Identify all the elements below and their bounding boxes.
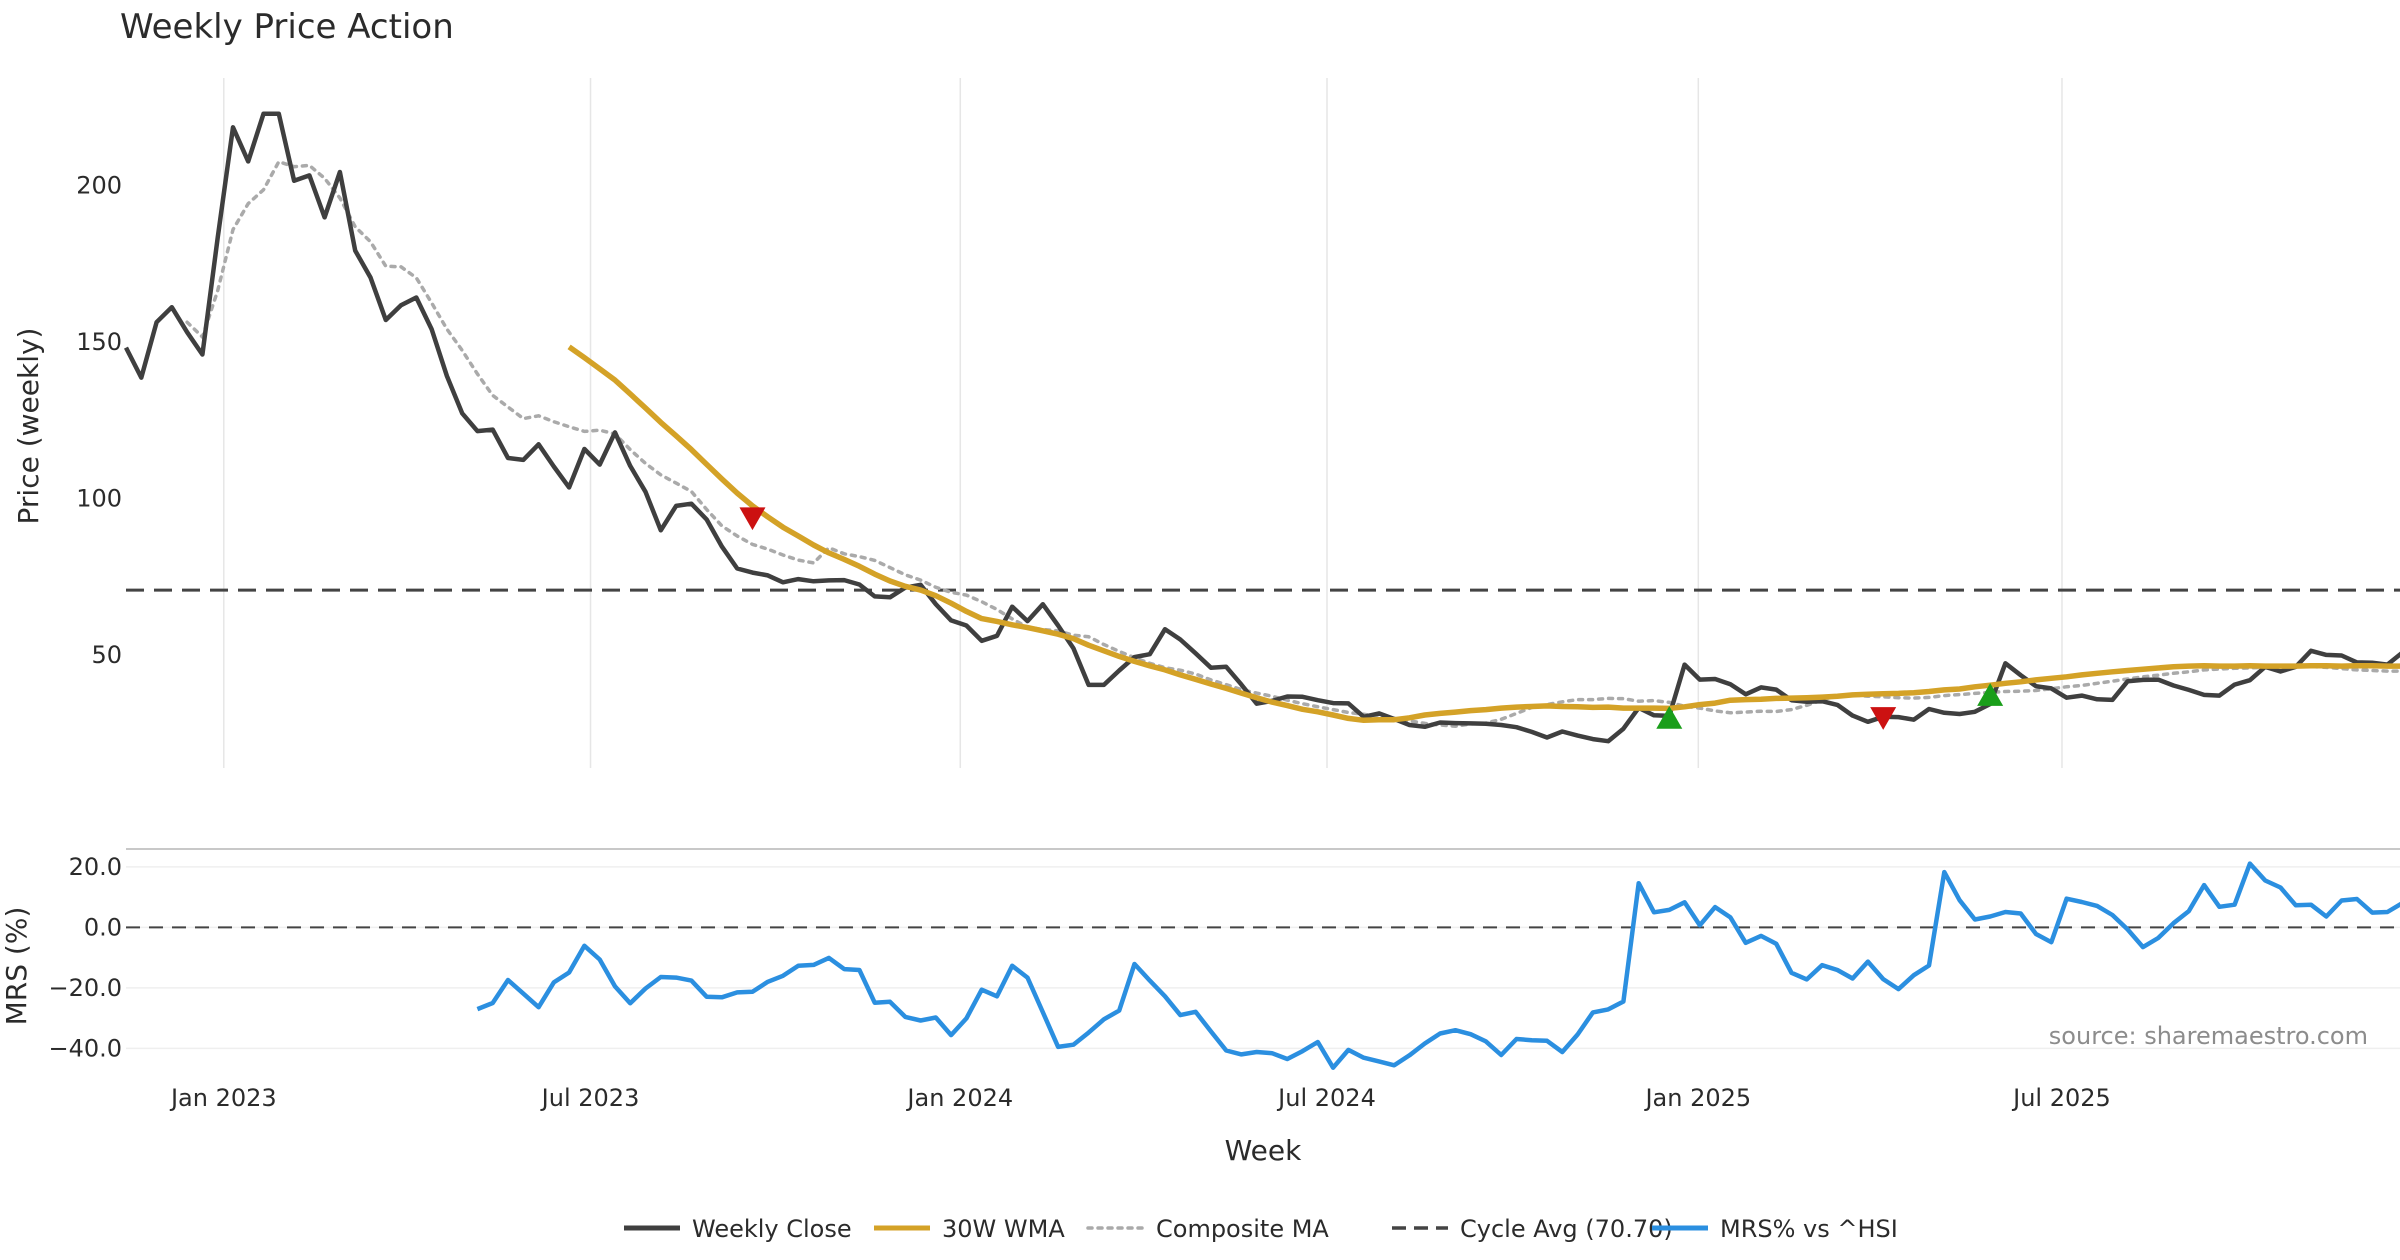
- mrs-line: [476, 861, 2400, 1070]
- buy-signal-marker: [1977, 683, 2004, 706]
- x-tick-label: Jul 2023: [540, 1084, 640, 1112]
- price-panel-grid: [223, 78, 2063, 768]
- weekly-close-line: [123, 111, 2400, 744]
- composite-ma-line: [185, 159, 2400, 728]
- x-tick-label: Jul 2025: [2011, 1084, 2111, 1112]
- legend-label: 30W WMA: [942, 1215, 1065, 1243]
- price-y-tick-label: 50: [91, 641, 122, 669]
- mrs-y-tick-label: 0.0: [84, 913, 122, 941]
- x-tick-label: Jan 2025: [1643, 1084, 1751, 1112]
- sell-signal-marker: [1870, 707, 1897, 730]
- legend-label: Composite MA: [1156, 1215, 1329, 1243]
- price-y-axis-label: Price (weekly): [12, 328, 45, 525]
- price-y-tick-label: 150: [76, 328, 122, 356]
- mrs-y-tick-label: −40.0: [48, 1034, 122, 1062]
- source-note: source: sharemaestro.com: [2049, 1022, 2368, 1050]
- legend-label: Cycle Avg (70.70): [1460, 1215, 1673, 1243]
- legend-label: MRS% vs ^HSI: [1720, 1215, 1898, 1243]
- wma-30w-line: [567, 344, 2400, 724]
- mrs-y-tick-label: −20.0: [48, 974, 122, 1002]
- x-tick-label: Jul 2024: [1276, 1084, 1376, 1112]
- x-tick-labels: Jan 2023 Jul 2023 Jan 2024 Jul 2024 Jan 2025…: [169, 1084, 2111, 1112]
- mrs-y-axis-label: MRS (%): [0, 907, 33, 1026]
- mrs-y-tick-label: 20.0: [69, 853, 122, 881]
- legend: Weekly Close 30W WMA Composite MA Cycle Avg…: [624, 1215, 1898, 1243]
- price-y-ticks: 50 100 150 200: [76, 171, 122, 668]
- buy-signal-marker: [1656, 706, 1683, 729]
- legend-label: Weekly Close: [692, 1215, 852, 1243]
- x-tick-label: Jan 2024: [905, 1084, 1013, 1112]
- x-tick-label: Jan 2023: [169, 1084, 277, 1112]
- price-y-tick-label: 100: [76, 484, 122, 512]
- signal-markers: [739, 507, 2004, 730]
- mrs-y-ticks: −40.0 −20.0 0.0 20.0: [48, 853, 122, 1062]
- x-axis-label: Week: [1225, 1134, 1302, 1167]
- sell-signal-marker: [739, 507, 766, 531]
- price-y-tick-label: 200: [76, 171, 122, 199]
- chart-title: Weekly Price Action: [120, 7, 454, 47]
